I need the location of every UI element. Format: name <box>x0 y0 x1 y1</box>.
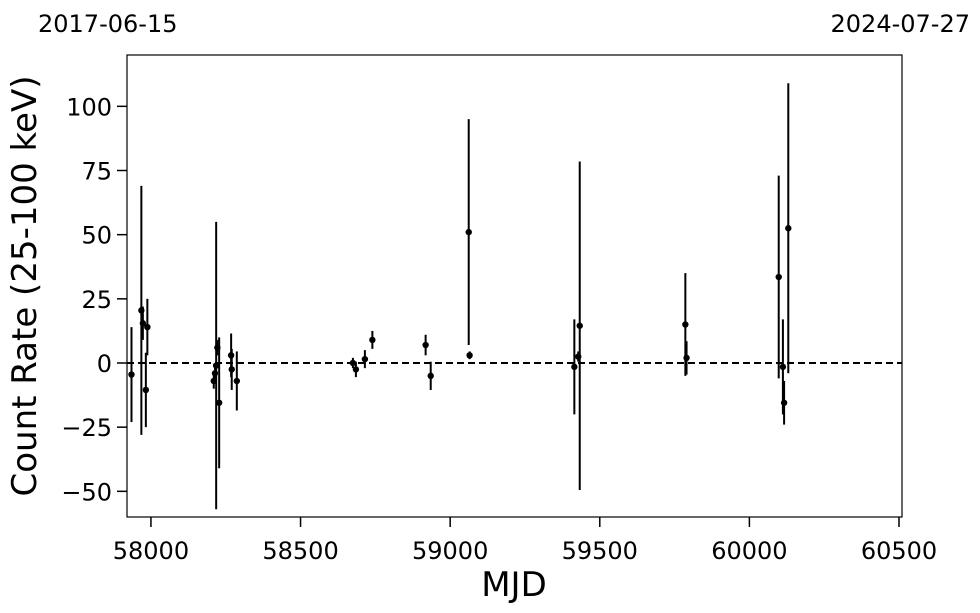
data-point <box>571 363 578 371</box>
data-point <box>139 320 147 327</box>
data-point <box>465 228 472 236</box>
y-tick-label: −50 <box>61 478 112 506</box>
x-axis: 58000 58500 59000 59500 60000 60500 <box>113 517 937 565</box>
data-point <box>369 336 376 344</box>
data-point <box>427 372 434 380</box>
x-axis-label: MJD <box>481 565 547 605</box>
y-tick-label: 25 <box>81 286 112 314</box>
plot-frame <box>126 54 903 518</box>
data-point <box>215 399 223 406</box>
data-point <box>142 386 150 394</box>
y-tick-label: 75 <box>81 158 112 186</box>
data-point <box>775 273 782 281</box>
x-tick-label: 58500 <box>262 537 338 565</box>
data-point <box>361 355 369 363</box>
data-point <box>779 363 787 371</box>
x-tick-label: 60500 <box>861 537 937 565</box>
data-point <box>352 366 360 373</box>
x-tick-label: 60000 <box>711 537 787 565</box>
x-tick-label: 58000 <box>113 537 189 565</box>
data-point <box>576 322 583 329</box>
end-date-label: 2024-07-27 <box>831 10 970 38</box>
plot-layer <box>127 83 902 510</box>
y-tick-label: 100 <box>66 93 112 121</box>
data-point <box>780 399 788 406</box>
data-point <box>211 370 219 377</box>
data-point <box>466 352 473 359</box>
data-point <box>128 371 135 378</box>
x-tick-label: 59500 <box>562 537 638 565</box>
data-point <box>228 366 235 373</box>
y-axis: −50 −25 0 25 50 75 100 <box>61 93 127 506</box>
x-tick-label: 59000 <box>412 537 488 565</box>
y-axis-label: Count Rate (25-100 keV) <box>5 76 45 497</box>
data-point <box>683 354 690 362</box>
y-tick-label: 50 <box>81 222 112 250</box>
data-point <box>682 321 689 328</box>
y-tick-label: −25 <box>61 414 112 442</box>
start-date-label: 2017-06-15 <box>38 10 177 38</box>
data-point <box>233 377 241 385</box>
data-point <box>144 323 151 331</box>
data-point <box>785 225 792 232</box>
data-point <box>212 362 220 369</box>
data-point <box>422 341 429 349</box>
y-tick-label: 0 <box>97 350 112 378</box>
data-point <box>349 359 357 367</box>
